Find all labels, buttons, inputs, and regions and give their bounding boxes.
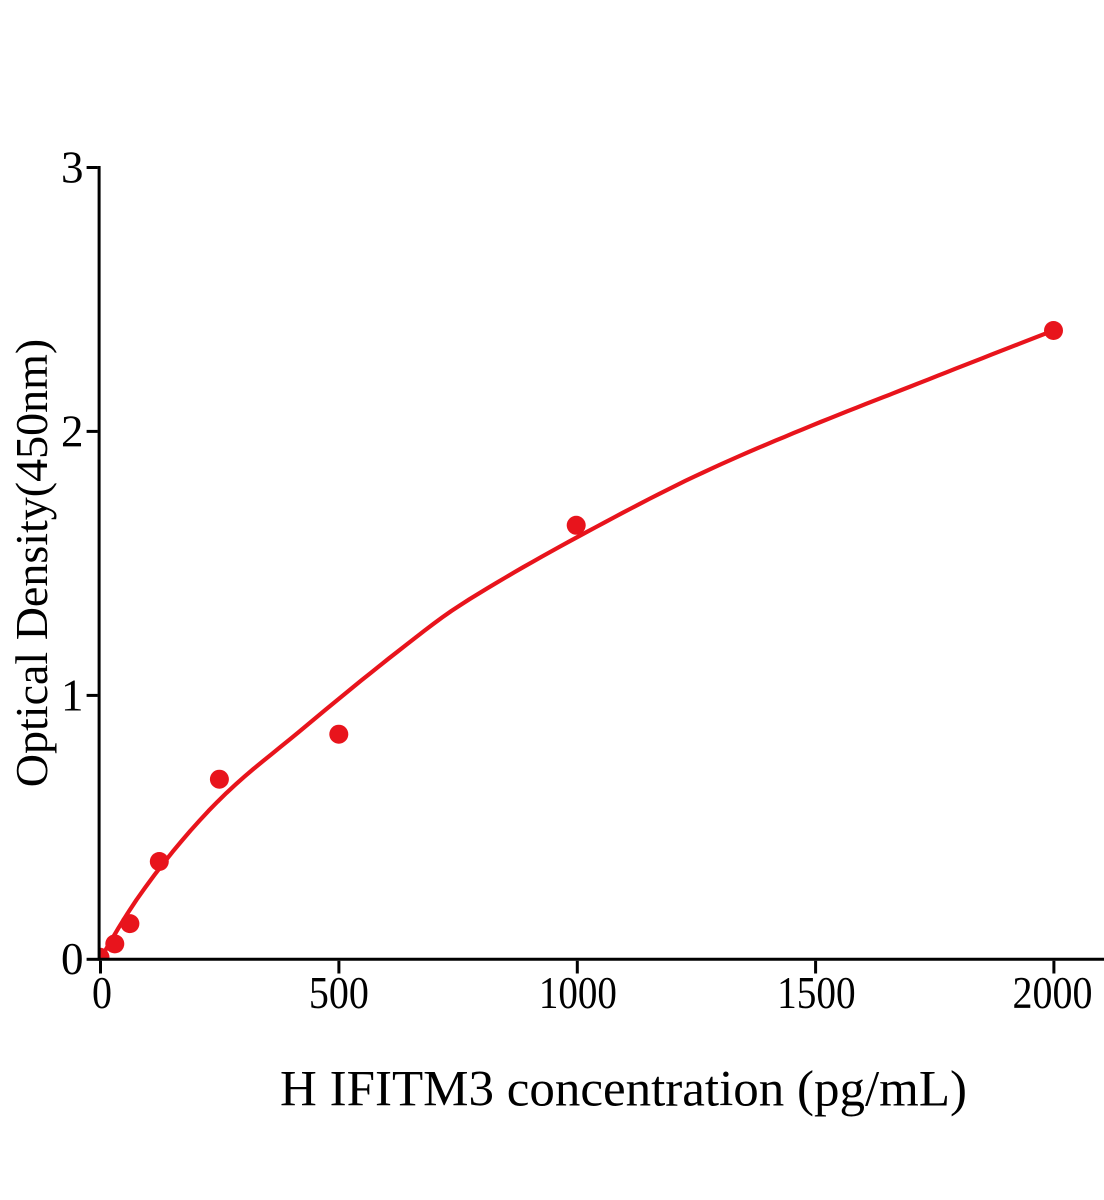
svg-text:1000: 1000 xyxy=(539,968,617,1018)
svg-text:2000: 2000 xyxy=(1013,968,1093,1018)
svg-text:1500: 1500 xyxy=(777,968,856,1018)
svg-text:0: 0 xyxy=(92,968,112,1018)
svg-text:500: 500 xyxy=(309,968,369,1018)
svg-text:Optical Density(450nm): Optical Density(450nm) xyxy=(6,339,57,787)
svg-text:2: 2 xyxy=(61,406,84,456)
svg-text:0: 0 xyxy=(61,934,84,984)
svg-text:3: 3 xyxy=(61,142,84,192)
svg-text:1: 1 xyxy=(61,670,84,720)
svg-text:H IFITM3 concentration (pg/mL): H IFITM3 concentration (pg/mL) xyxy=(280,1062,967,1118)
